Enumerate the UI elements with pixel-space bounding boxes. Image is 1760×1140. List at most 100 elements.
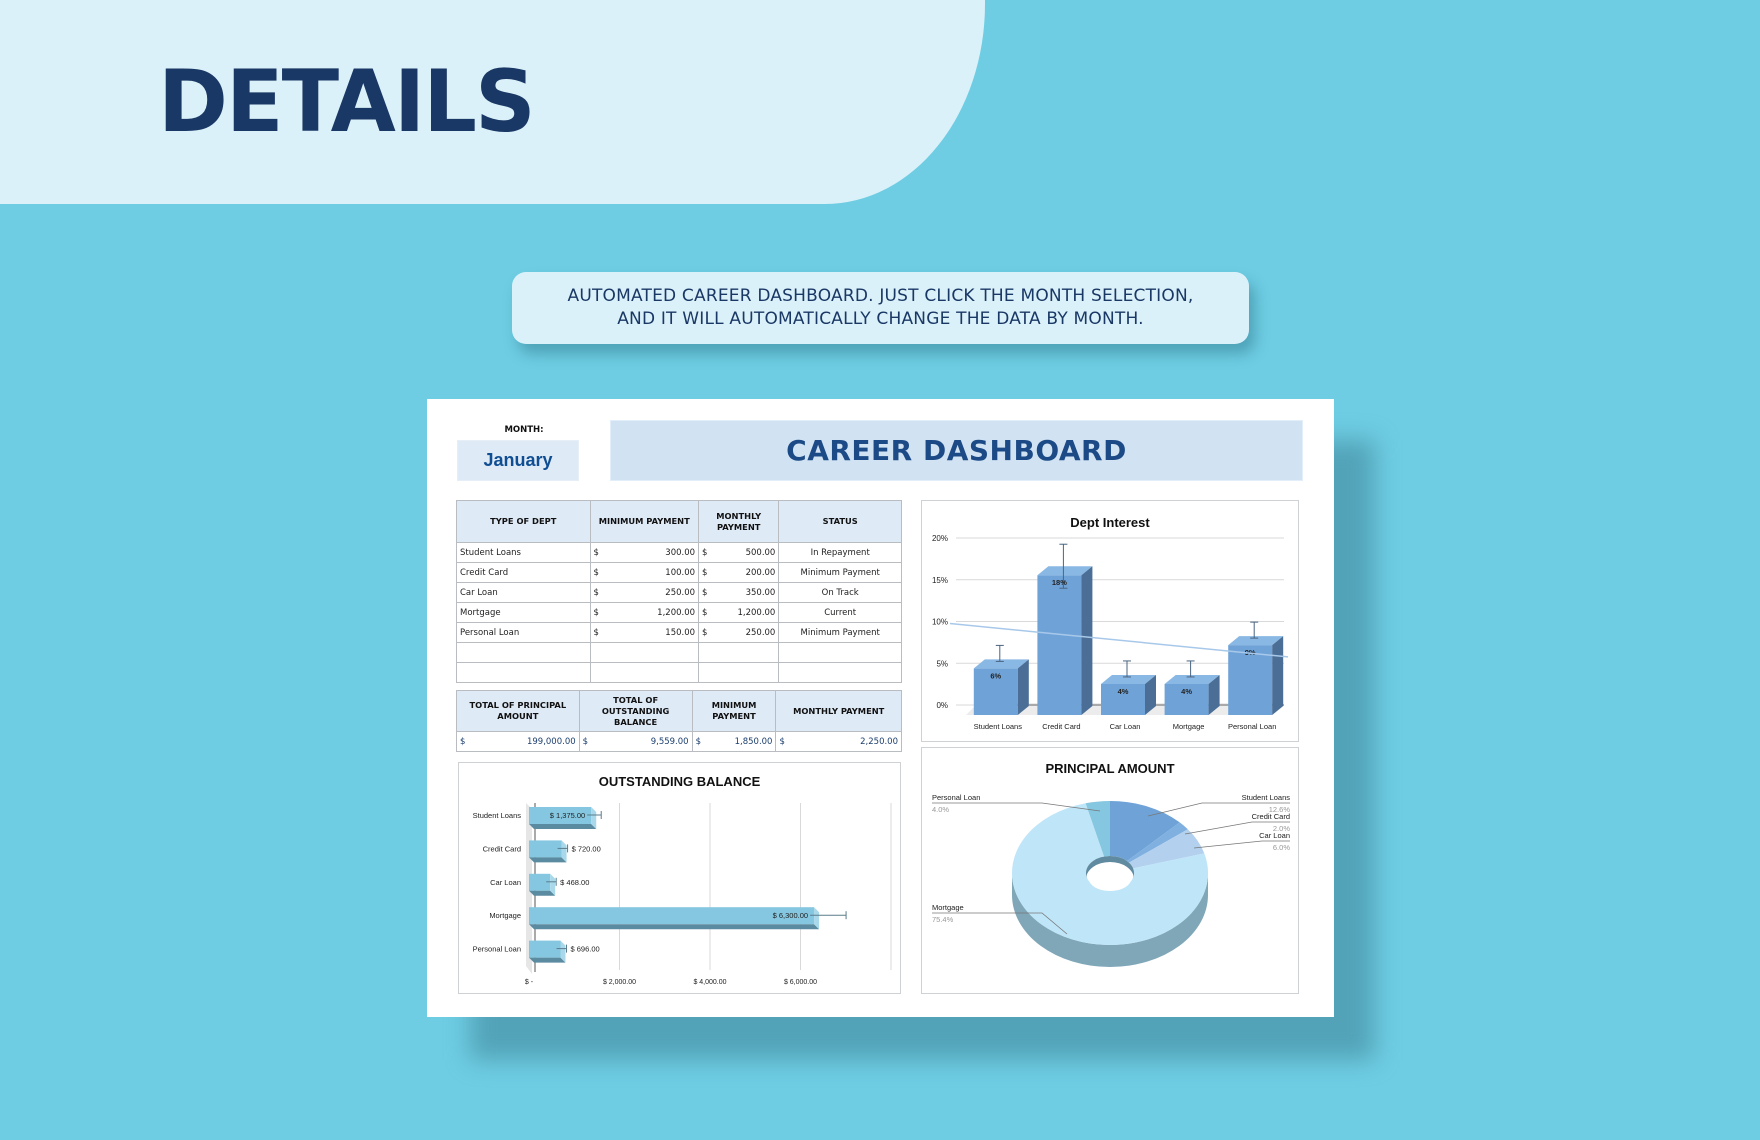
cell-status[interactable]: On Track [778, 582, 902, 603]
svg-text:4%: 4% [1118, 687, 1129, 696]
table-row: Personal Loan $150.00 $250.00 Minimum Pa… [456, 622, 902, 643]
cell-min-payment[interactable]: $150.00 [589, 622, 700, 643]
summary-header-monthly: MONTHLY PAYMENT [775, 690, 902, 732]
col-header-minimum-payment: MINIMUM PAYMENT [589, 500, 700, 543]
chart-title: PRINCIPAL AMOUNT [1045, 761, 1175, 776]
currency-symbol: $ [702, 567, 708, 578]
bar-personal-loan[interactable]: $ 696.00 [529, 940, 600, 963]
svg-text:Mortgage: Mortgage [932, 903, 964, 912]
description-callout: AUTOMATED CAREER DASHBOARD. JUST CLICK T… [512, 272, 1249, 344]
value: 350.00 [745, 587, 776, 598]
col-header-monthly-payment: MONTHLY PAYMENT [698, 500, 780, 543]
slice-car-loan[interactable] [1129, 829, 1205, 869]
y-tick-label: Credit Card [483, 844, 521, 853]
currency-symbol: $ [702, 547, 708, 558]
cell-min-payment[interactable]: $100.00 [589, 562, 700, 583]
empty-cell[interactable] [778, 642, 902, 663]
currency-symbol: $ [593, 587, 599, 598]
value: 300.00 [665, 547, 696, 558]
bar-car-loan[interactable]: $ 468.00 [529, 873, 589, 896]
svg-text:$ 696.00: $ 696.00 [570, 945, 599, 954]
currency-symbol: $ [593, 607, 599, 618]
debt-table: TYPE OF DEPT MINIMUM PAYMENT MONTHLY PAY… [456, 500, 902, 683]
currency-symbol: $ [702, 607, 708, 618]
summary-header-minimum: MINIMUM PAYMENT [691, 690, 777, 732]
x-tick-label: Personal Loan [1228, 722, 1276, 731]
bar-credit-card[interactable]: 18% [1037, 543, 1093, 715]
currency-symbol: $ [593, 567, 599, 578]
y-tick-label: 5% [936, 659, 948, 668]
bar-student-loans[interactable]: 6% [973, 644, 1029, 715]
bar-car-loan[interactable]: 4% [1101, 660, 1156, 715]
currency-symbol: $ [582, 736, 589, 747]
cell-status[interactable]: Minimum Payment [778, 562, 902, 583]
svg-text:Personal Loan: Personal Loan [932, 793, 980, 802]
dept-interest-chart[interactable]: Dept Interest 0% 5% 10% 15% 20% 6% Student Loa… [921, 500, 1299, 742]
table-row: Student Loans $300.00 $500.00 In Repayme… [456, 542, 902, 563]
cell-monthly-payment[interactable]: $350.00 [698, 582, 780, 603]
cell-monthly-payment[interactable]: $200.00 [698, 562, 780, 583]
empty-cell[interactable] [698, 662, 780, 683]
empty-cell[interactable] [698, 642, 780, 663]
summary-header-outstanding: TOTAL OF OUTSTANDING BALANCE [578, 690, 693, 732]
total-outstanding: $9,559.00 [578, 731, 693, 752]
summary-values-row: $199,000.00 $9,559.00 $1,850.00 $2,250.0… [456, 731, 902, 752]
slice-credit-card[interactable] [1127, 822, 1188, 863]
cell-min-payment[interactable]: $1,200.00 [589, 602, 700, 623]
bar-mortgage[interactable]: $ 6,300.00 [529, 907, 847, 930]
y-tick-label: Personal Loan [473, 945, 521, 954]
slice-personal-loan[interactable] [1085, 801, 1110, 857]
svg-text:6%: 6% [990, 671, 1001, 680]
svg-text:12.6%: 12.6% [1269, 805, 1291, 814]
bar-credit-card[interactable]: $ 720.00 [529, 840, 601, 863]
value: 1,200.00 [657, 607, 696, 618]
empty-cell[interactable] [778, 662, 902, 683]
pie-label-personal-loan: Personal Loan 4.0% [932, 793, 1101, 814]
y-tick-label: Student Loans [473, 811, 522, 820]
outstanding-balance-chart[interactable]: OUTSTANDING BALANCE $ - $ 2,000.00 $ 4,000… [458, 762, 901, 994]
cell-min-payment[interactable]: $300.00 [589, 542, 700, 563]
chart-title: Dept Interest [1070, 515, 1150, 530]
empty-cell[interactable] [589, 662, 700, 683]
month-selector[interactable]: January [457, 440, 579, 481]
x-tick-label: Mortgage [1173, 722, 1205, 731]
cell-monthly-payment[interactable]: $500.00 [698, 542, 780, 563]
cell-type[interactable]: Credit Card [456, 562, 591, 583]
bar-mortgage[interactable]: 4% [1164, 660, 1220, 715]
total-principal: $199,000.00 [456, 731, 580, 752]
cell-type[interactable]: Student Loans [456, 542, 591, 563]
slice-student-loans[interactable] [1110, 801, 1180, 862]
total-minimum: $1,850.00 [691, 731, 777, 752]
y-tick-label: 10% [932, 618, 948, 627]
value: 2,250.00 [860, 736, 898, 747]
cell-type[interactable]: Mortgage [456, 602, 591, 623]
table-row: Credit Card $100.00 $200.00 Minimum Paym… [456, 562, 902, 583]
callout-line-1: AUTOMATED CAREER DASHBOARD. JUST CLICK T… [567, 286, 1194, 306]
cell-monthly-payment[interactable]: $1,200.00 [698, 602, 780, 623]
empty-cell[interactable] [456, 662, 591, 683]
y-tick-label: 20% [932, 534, 948, 543]
principal-amount-chart[interactable]: PRINCIPAL AMOUNT Student Loans 12.6% Credi… [921, 747, 1299, 994]
empty-cell[interactable] [589, 642, 700, 663]
bar-student-loans[interactable]: $ 1,375.00 [529, 807, 602, 829]
empty-cell[interactable] [456, 642, 591, 663]
bar-personal-loan[interactable]: 9% [1228, 621, 1284, 715]
cell-status[interactable]: Current [778, 602, 902, 623]
svg-text:18%: 18% [1052, 578, 1067, 587]
currency-symbol: $ [460, 736, 466, 747]
value: 1,850.00 [734, 736, 773, 747]
doughnut-hole-wall [1086, 856, 1134, 879]
col-header-type: TYPE OF DEPT [456, 500, 591, 543]
cell-monthly-payment[interactable]: $250.00 [698, 622, 780, 643]
pie-label-car-loan: Car Loan 6.0% [1193, 831, 1290, 852]
cell-type[interactable]: Car Loan [456, 582, 591, 603]
svg-text:4%: 4% [1181, 687, 1192, 696]
svg-text:6.0%: 6.0% [1273, 843, 1290, 852]
value: 1,200.00 [737, 607, 776, 618]
cell-status[interactable]: Minimum Payment [778, 622, 902, 643]
cell-type[interactable]: Personal Loan [456, 622, 591, 643]
currency-symbol: $ [779, 736, 785, 747]
cell-status[interactable]: In Repayment [778, 542, 902, 563]
cell-min-payment[interactable]: $250.00 [589, 582, 700, 603]
slice-mortgage[interactable] [1012, 803, 1208, 945]
